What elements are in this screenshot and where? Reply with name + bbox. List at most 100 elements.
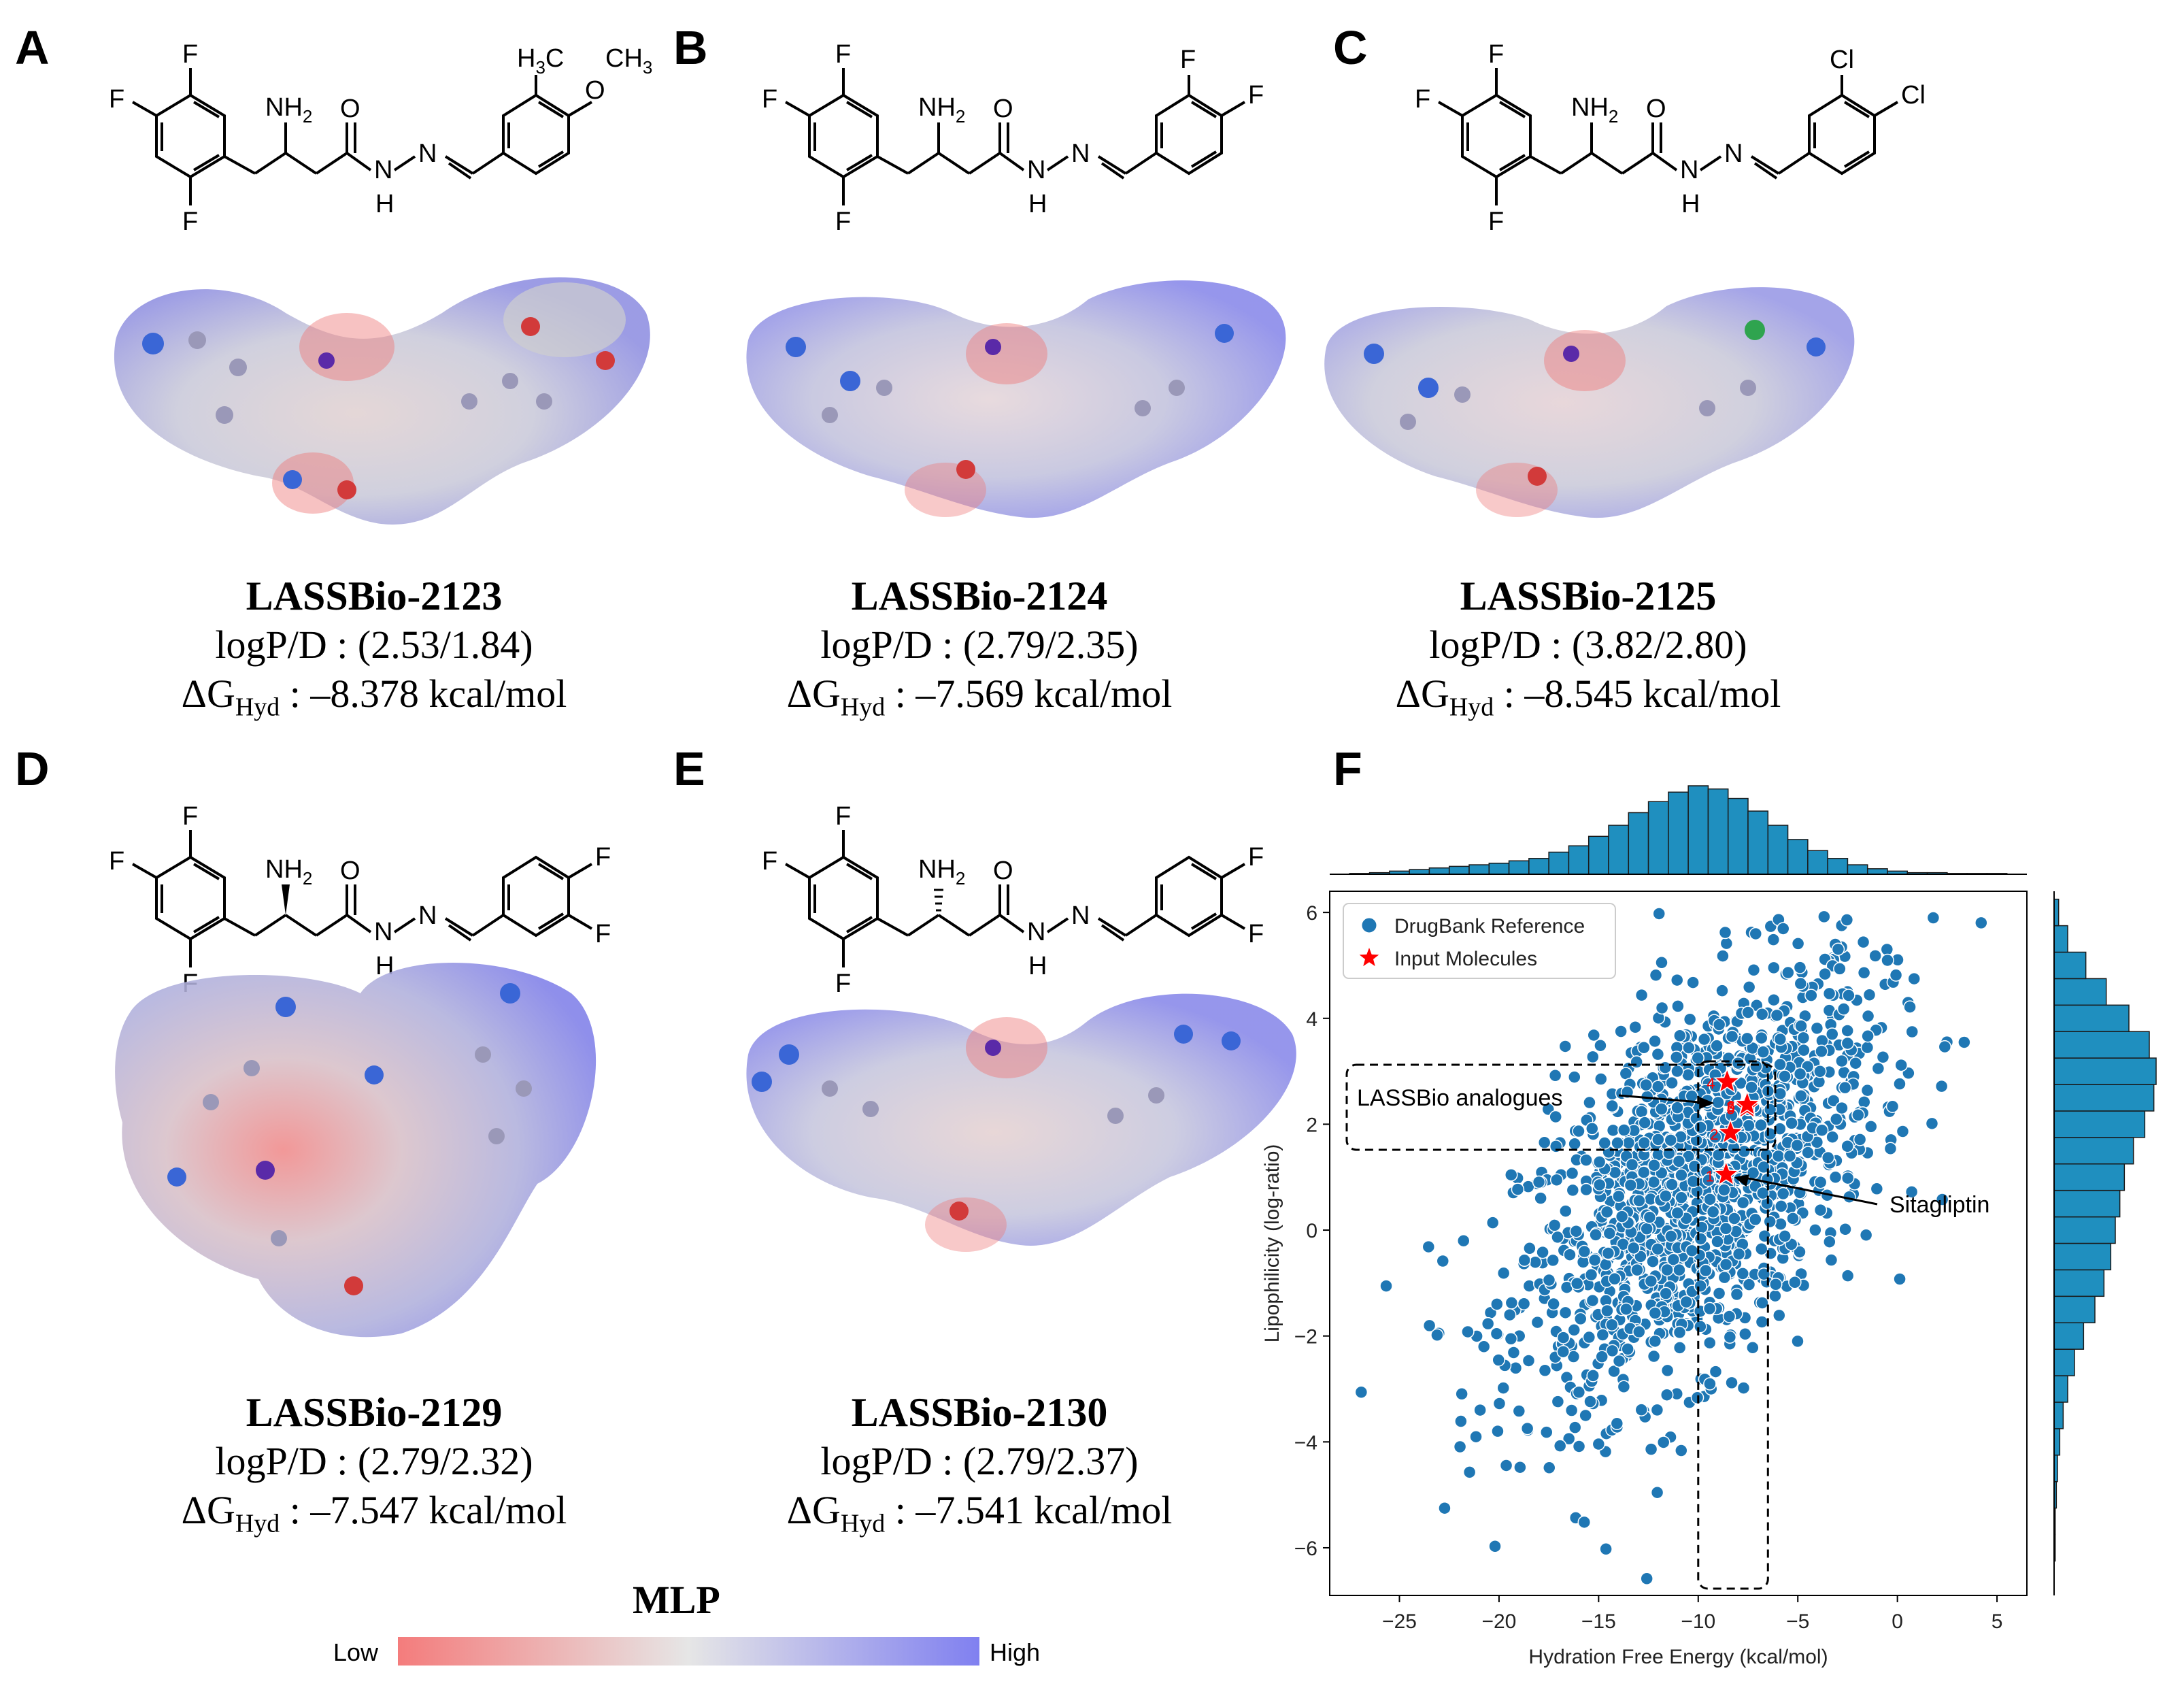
reference-point bbox=[1894, 1058, 1908, 1072]
reference-point bbox=[1732, 1247, 1746, 1261]
reference-point bbox=[1893, 1077, 1906, 1091]
reference-point bbox=[1567, 1323, 1581, 1337]
x-tick-label: −20 bbox=[1481, 1610, 1516, 1633]
reference-point bbox=[1536, 1245, 1549, 1259]
reference-point bbox=[1577, 1515, 1592, 1529]
reference-point bbox=[1517, 1297, 1531, 1310]
hist-x-bar bbox=[1628, 812, 1649, 875]
reference-point bbox=[1499, 1459, 1513, 1472]
hist-y-bar bbox=[2053, 1348, 2075, 1376]
reference-point bbox=[1605, 1318, 1619, 1331]
reference-point bbox=[1938, 1040, 1952, 1054]
reference-point bbox=[1656, 1436, 1670, 1449]
reference-point bbox=[1725, 1029, 1739, 1044]
mlp-colorbar bbox=[398, 1637, 979, 1666]
reference-point bbox=[1638, 1116, 1651, 1129]
reference-point bbox=[1685, 1244, 1699, 1258]
atom-f: F bbox=[835, 40, 851, 69]
reference-point bbox=[1566, 1183, 1580, 1197]
reference-point bbox=[1547, 1219, 1562, 1232]
atom-n: N bbox=[1071, 139, 1090, 168]
reference-point bbox=[1651, 1047, 1665, 1061]
panel-letter-c: C bbox=[1333, 21, 1368, 74]
reference-point bbox=[1422, 1240, 1436, 1254]
reference-point bbox=[1849, 1056, 1862, 1070]
hist-x-bar bbox=[1727, 797, 1749, 875]
x-tick-label: −15 bbox=[1581, 1610, 1616, 1633]
reference-point bbox=[1719, 1257, 1733, 1272]
reference-point bbox=[1778, 1070, 1792, 1083]
reference-point bbox=[1790, 1138, 1804, 1153]
reference-point bbox=[1583, 1095, 1596, 1110]
reference-point bbox=[1675, 1444, 1688, 1457]
reference-point bbox=[1600, 1205, 1614, 1219]
reference-point bbox=[1461, 1325, 1475, 1339]
reference-point bbox=[1592, 1437, 1606, 1451]
atom-o: O bbox=[340, 95, 360, 123]
reference-point bbox=[1975, 916, 1988, 930]
atom-f: F bbox=[762, 847, 777, 876]
reference-point bbox=[1699, 1263, 1713, 1278]
reference-point bbox=[1746, 1341, 1760, 1355]
reference-point bbox=[1543, 1461, 1556, 1475]
reference-point bbox=[1728, 1212, 1741, 1225]
reference-point bbox=[1492, 1397, 1507, 1410]
reference-point bbox=[1859, 1228, 1873, 1242]
reference-point bbox=[1627, 1241, 1641, 1255]
reference-point bbox=[1835, 1054, 1849, 1068]
reference-point bbox=[1624, 1178, 1638, 1192]
reference-point bbox=[1492, 1353, 1505, 1367]
reference-point bbox=[1755, 1008, 1769, 1021]
reference-point bbox=[1862, 988, 1877, 1001]
atom-f: F bbox=[182, 40, 198, 69]
reference-point bbox=[1586, 1050, 1600, 1064]
input-molecule-index: 4 bbox=[1707, 1075, 1715, 1092]
reference-point bbox=[1589, 1228, 1602, 1242]
reference-point bbox=[1621, 1342, 1634, 1356]
atom-n: N bbox=[1027, 918, 1045, 946]
reference-point bbox=[1496, 1381, 1511, 1395]
reference-point bbox=[1682, 1041, 1696, 1055]
reference-point bbox=[1634, 1105, 1649, 1119]
input-molecule-star bbox=[1712, 1160, 1740, 1187]
reference-point bbox=[1831, 942, 1845, 956]
reference-point bbox=[1594, 1072, 1608, 1086]
reference-point bbox=[1564, 1404, 1579, 1417]
reference-point bbox=[1549, 1173, 1564, 1187]
reference-point bbox=[1870, 1182, 1884, 1196]
reference-point bbox=[1710, 1039, 1724, 1053]
reference-point bbox=[1709, 1365, 1723, 1378]
reference-point bbox=[1523, 1242, 1536, 1255]
reference-point bbox=[1655, 1102, 1668, 1116]
reference-point bbox=[1794, 1089, 1808, 1103]
reference-point bbox=[1686, 976, 1700, 989]
reference-point bbox=[1793, 1067, 1807, 1081]
reference-point bbox=[1851, 1108, 1865, 1122]
atom-f: F bbox=[182, 802, 198, 831]
reference-point bbox=[1754, 1031, 1768, 1045]
hist-x-bar bbox=[1787, 839, 1809, 875]
annotation-lassbio-analogues: LASSBio analogues bbox=[1357, 1085, 1562, 1111]
reference-point bbox=[1861, 1009, 1875, 1023]
reference-point bbox=[1725, 1376, 1738, 1390]
atom-f: F bbox=[762, 85, 777, 114]
reference-point bbox=[1659, 1287, 1673, 1301]
hist-x-bar bbox=[1707, 788, 1729, 875]
reference-point bbox=[1615, 1210, 1629, 1223]
reference-point bbox=[1773, 1308, 1786, 1323]
reference-point bbox=[1640, 1572, 1653, 1585]
y-tick-label: 2 bbox=[1306, 1114, 1317, 1136]
reference-point bbox=[1722, 1310, 1736, 1323]
reference-point bbox=[1675, 1191, 1688, 1205]
hist-x-bar bbox=[1647, 801, 1669, 875]
dg-hyd-line: ΔGHyd : –8.378 kcal/mol bbox=[181, 672, 567, 722]
annotation-arrowhead bbox=[1699, 1097, 1715, 1110]
reference-point bbox=[1841, 1140, 1854, 1153]
reference-point bbox=[1632, 1194, 1646, 1208]
reference-point bbox=[1749, 1212, 1762, 1227]
reference-point bbox=[1628, 1020, 1643, 1034]
reference-point bbox=[1754, 1118, 1768, 1132]
legend-marker-reference bbox=[1361, 917, 1377, 933]
legend-label-input: Input Molecules bbox=[1394, 948, 1537, 970]
reference-point bbox=[1655, 1001, 1669, 1015]
